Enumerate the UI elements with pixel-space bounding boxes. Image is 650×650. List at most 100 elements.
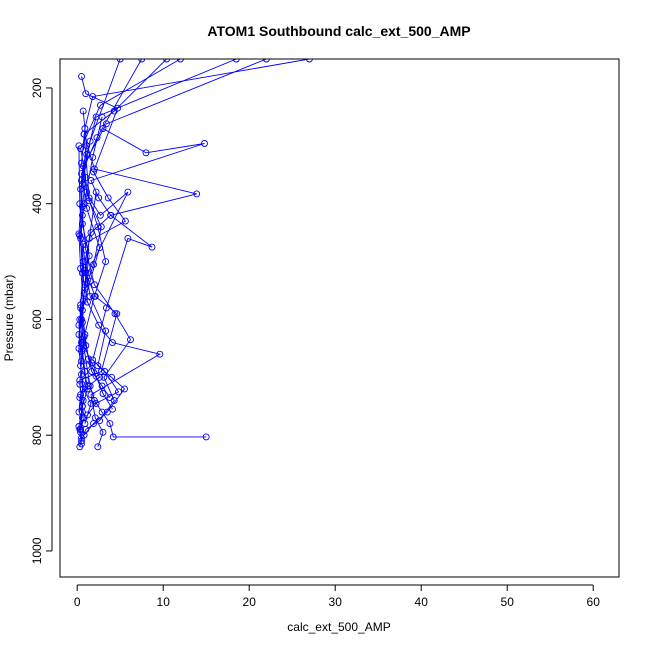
data-point bbox=[78, 402, 86, 410]
data-point bbox=[124, 234, 132, 242]
data-point bbox=[94, 362, 102, 370]
y-tick-label: 400 bbox=[30, 193, 44, 213]
data-point bbox=[90, 281, 98, 289]
data-point bbox=[75, 423, 83, 430]
data-point bbox=[111, 310, 119, 318]
data-point bbox=[232, 59, 240, 63]
data-point bbox=[78, 203, 86, 211]
profile-series bbox=[75, 59, 124, 448]
x-tick-label: 50 bbox=[501, 595, 515, 609]
data-point bbox=[127, 336, 134, 344]
data-point bbox=[94, 223, 102, 231]
data-point bbox=[92, 399, 100, 407]
data-point bbox=[96, 244, 104, 252]
data-point bbox=[95, 194, 103, 202]
data-point bbox=[85, 197, 93, 205]
data-point bbox=[98, 382, 106, 390]
data-point bbox=[78, 72, 85, 80]
data-point bbox=[76, 380, 84, 388]
data-point bbox=[148, 243, 156, 251]
data-point bbox=[92, 188, 100, 196]
data-point bbox=[104, 194, 112, 202]
data-point bbox=[87, 399, 95, 407]
data-point bbox=[79, 107, 87, 115]
data-point bbox=[106, 394, 114, 402]
data-point bbox=[78, 440, 85, 448]
data-point bbox=[79, 240, 87, 248]
data-point bbox=[89, 153, 97, 161]
data-point bbox=[202, 433, 210, 441]
data-point bbox=[99, 390, 107, 397]
x-axis: 0 10 20 30 40 50 60 bbox=[74, 584, 600, 609]
y-tick-label: 800 bbox=[30, 425, 44, 445]
data-point bbox=[90, 261, 97, 268]
data-point bbox=[124, 188, 132, 196]
data-point bbox=[90, 168, 97, 176]
data-point bbox=[84, 355, 92, 363]
data-point bbox=[87, 229, 95, 237]
data-point bbox=[84, 382, 92, 390]
data-point bbox=[82, 376, 90, 384]
data-point bbox=[78, 437, 85, 445]
data-point bbox=[81, 125, 89, 132]
plot-frame bbox=[59, 58, 620, 578]
data-point bbox=[86, 137, 94, 145]
profile-line bbox=[81, 192, 207, 438]
y-axis-label: Pressure (mbar) bbox=[2, 275, 16, 362]
data-series-layer bbox=[75, 59, 313, 451]
data-point bbox=[75, 230, 83, 238]
data-point bbox=[82, 246, 90, 254]
x-tick-label: 40 bbox=[415, 595, 429, 609]
y-tick-label: 200 bbox=[30, 78, 44, 98]
data-point bbox=[86, 277, 94, 285]
data-point bbox=[75, 344, 83, 352]
data-point bbox=[89, 356, 97, 364]
data-point bbox=[90, 292, 98, 300]
data-point bbox=[109, 433, 117, 441]
profile-series bbox=[84, 125, 208, 419]
data-point bbox=[156, 350, 164, 358]
data-point bbox=[78, 357, 85, 365]
x-axis-label: calc_ext_500_AMP bbox=[287, 620, 390, 634]
data-point bbox=[90, 165, 98, 173]
profile-line bbox=[83, 134, 197, 436]
profile-series bbox=[78, 59, 146, 413]
data-point bbox=[82, 90, 90, 98]
data-point bbox=[107, 211, 115, 219]
data-point bbox=[106, 420, 114, 428]
y-tick-label: 600 bbox=[30, 309, 44, 329]
data-point bbox=[116, 59, 124, 63]
data-point bbox=[102, 258, 110, 266]
profile-line bbox=[78, 59, 181, 430]
data-point bbox=[96, 211, 104, 219]
x-tick-label: 20 bbox=[243, 595, 257, 609]
data-point bbox=[83, 204, 91, 212]
x-tick-label: 0 bbox=[74, 595, 81, 609]
x-tick-label: 10 bbox=[157, 595, 171, 609]
data-point bbox=[79, 297, 87, 305]
data-point bbox=[84, 411, 91, 419]
y-tick-label: 1000 bbox=[30, 537, 44, 564]
data-point bbox=[85, 252, 93, 260]
data-point bbox=[99, 428, 107, 436]
data-point bbox=[103, 408, 111, 416]
data-point bbox=[75, 331, 83, 338]
data-point bbox=[82, 174, 90, 182]
data-point bbox=[87, 391, 95, 399]
y-axis: 200 400 600 800 1000 bbox=[30, 78, 53, 564]
data-point bbox=[115, 388, 122, 396]
data-point bbox=[81, 420, 89, 428]
data-point bbox=[138, 59, 146, 63]
data-point bbox=[121, 217, 129, 225]
profile-line bbox=[81, 111, 132, 442]
data-point bbox=[97, 223, 105, 231]
data-point bbox=[94, 443, 102, 451]
data-point bbox=[121, 385, 128, 393]
data-point bbox=[142, 149, 150, 157]
data-point bbox=[78, 180, 86, 188]
data-point bbox=[78, 414, 86, 422]
data-point bbox=[99, 125, 107, 132]
data-point bbox=[77, 145, 85, 153]
